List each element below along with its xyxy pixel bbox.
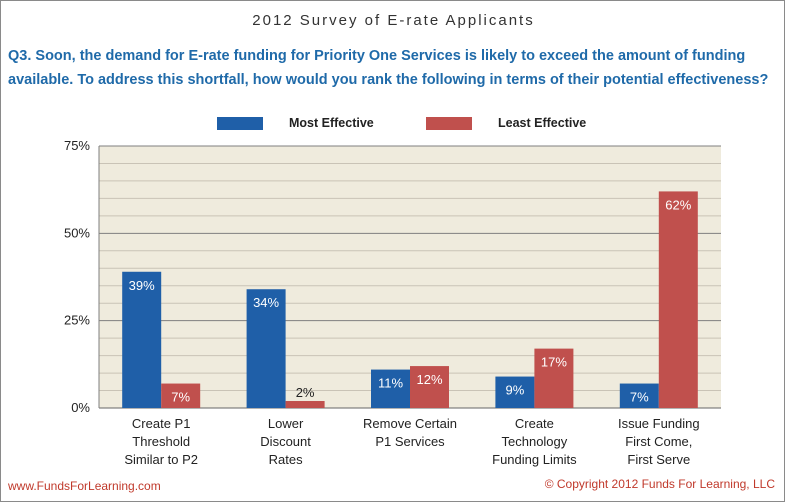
bar-least-effective [534, 348, 574, 408]
bar-most-effective [122, 271, 162, 408]
data-label: 62% [665, 197, 691, 212]
plot-area [99, 146, 721, 408]
x-tick-label: Similar to P2 [124, 452, 198, 467]
bar-least-effective [410, 366, 449, 408]
data-label: 7% [171, 390, 190, 405]
x-tick-label: Remove Certain [363, 416, 457, 431]
legend-item-least-effective: Least Effective [426, 115, 586, 131]
x-tick-label: Create P1 [132, 416, 191, 431]
data-label: 34% [253, 295, 279, 310]
legend-swatch-most-effective [217, 116, 263, 130]
bar-most-effective [246, 289, 286, 408]
data-label: 7% [630, 390, 649, 405]
x-tick-label: Rates [269, 452, 303, 467]
y-tick-label: 50% [64, 225, 90, 240]
bar-most-effective [619, 383, 659, 408]
bar-most-effective [495, 376, 535, 408]
question-text: Q3. Soon, the demand for E-rate funding … [8, 48, 769, 88]
bar-most-effective [371, 369, 410, 408]
legend-item-most-effective: Most Effective [217, 115, 374, 131]
legend-label-most-effective: Most Effective [289, 116, 374, 130]
legend-label-least-effective: Least Effective [498, 116, 587, 130]
data-label: 9% [506, 383, 525, 398]
data-label: 12% [416, 372, 442, 387]
bar-least-effective [658, 191, 698, 408]
x-tick-label: Create [515, 416, 554, 431]
x-tick-label: First Serve [627, 452, 690, 467]
data-label: 2% [296, 385, 315, 400]
survey-title: 2012 Survey of E-rate Applicants [252, 12, 535, 29]
x-tick-label: Technology [502, 434, 568, 449]
bar-least-effective [285, 401, 325, 408]
bar-least-effective [161, 383, 201, 408]
x-tick-label: Funding Limits [492, 452, 577, 467]
y-tick-label: 75% [64, 138, 90, 153]
y-tick-label: 25% [64, 313, 90, 328]
x-tick-label: First Come, [625, 434, 692, 449]
x-tick-label: Threshold [132, 434, 190, 449]
website-link[interactable]: www.FundsForLearning.com [8, 479, 161, 493]
x-tick-label: Lower [268, 416, 304, 431]
y-tick-label: 0% [71, 400, 90, 415]
data-label: 11% [378, 376, 403, 391]
copyright-text: © Copyright 2012 Funds For Learning, LLC [544, 477, 775, 491]
x-tick-label: Issue Funding [618, 416, 700, 431]
x-tick-label: P1 Services [375, 434, 445, 449]
legend-swatch-least-effective [426, 116, 472, 130]
data-label: 39% [129, 278, 155, 293]
x-tick-label: Discount [260, 434, 311, 449]
data-label: 17% [541, 355, 567, 370]
